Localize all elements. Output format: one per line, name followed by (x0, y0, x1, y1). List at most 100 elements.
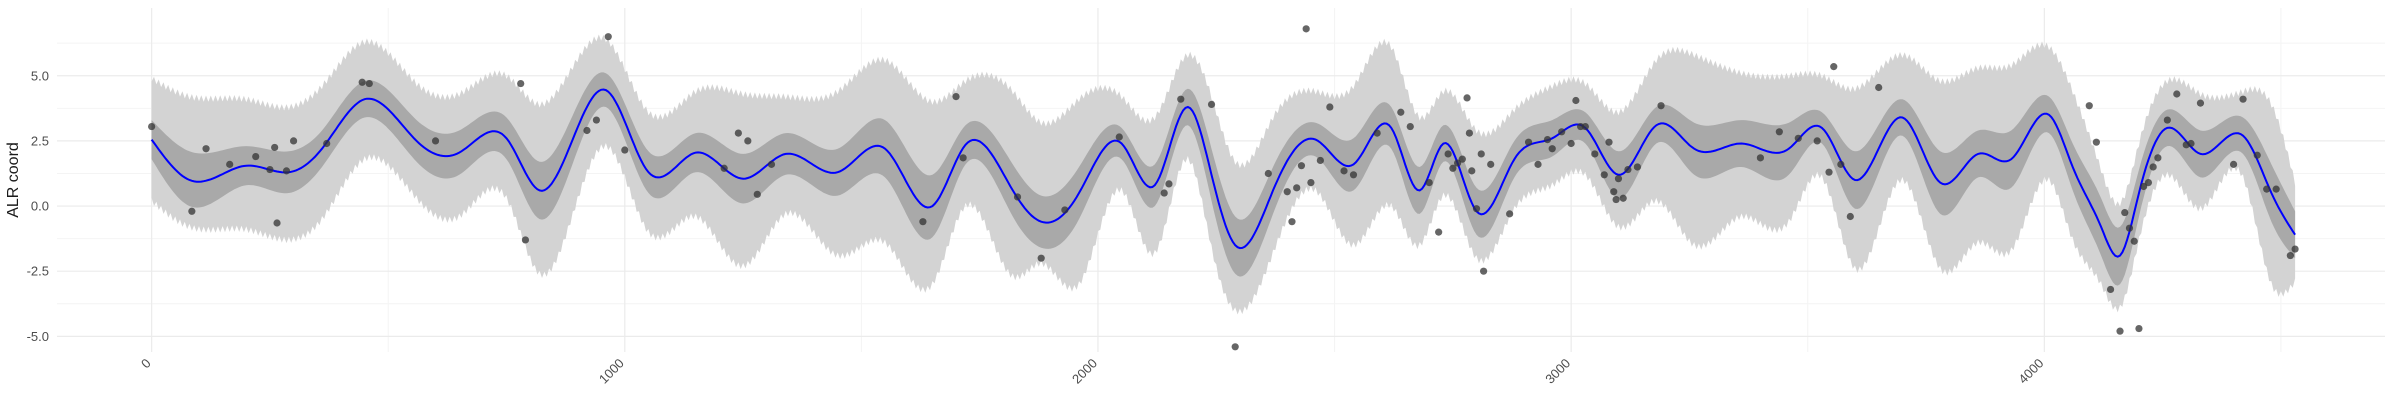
data-point (1115, 133, 1123, 141)
data-point (1453, 159, 1462, 167)
y-tick-label: 2.5 (31, 133, 49, 148)
data-point (1177, 95, 1185, 103)
data-point (323, 139, 331, 148)
data-point (604, 33, 612, 41)
data-point (1825, 168, 1833, 176)
data-point (952, 93, 960, 101)
data-point (1458, 155, 1466, 163)
x-axis-ticks: 0 1000 2000 3000 4000 (138, 356, 2046, 387)
data-point (1449, 164, 1457, 172)
y-tick-label: -5.0 (27, 329, 49, 344)
data-point (1283, 188, 1291, 196)
data-point (1480, 267, 1488, 275)
data-point (1477, 150, 1485, 158)
data-point (2130, 237, 2138, 245)
data-point (2149, 163, 2157, 171)
data-point (1543, 136, 1552, 144)
data-point (2173, 90, 2181, 98)
data-point (1756, 154, 1765, 162)
data-point (1657, 102, 1665, 110)
data-point (1875, 83, 1883, 92)
data-point (959, 154, 967, 162)
data-point (2144, 179, 2153, 187)
data-point (1264, 169, 1272, 178)
data-point (744, 137, 752, 145)
data-point (2272, 185, 2280, 193)
data-point (1468, 167, 1476, 175)
x-tick-label: 1000 (596, 356, 627, 387)
data-point (358, 78, 366, 86)
data-point (1297, 162, 1306, 170)
data-point (1013, 193, 1022, 201)
data-point (1775, 128, 1783, 136)
data-point (271, 143, 279, 152)
mean-line-layer (150, 88, 2296, 258)
data-point (2286, 251, 2294, 260)
data-point (1614, 175, 1623, 183)
data-point (1567, 139, 1575, 148)
data-point (1633, 163, 1641, 171)
data-point (517, 79, 525, 88)
data-point (753, 190, 761, 198)
data-point (1837, 160, 1845, 168)
data-point (1373, 129, 1381, 137)
data-point (431, 137, 440, 145)
data-point (2239, 95, 2247, 103)
data-point (1534, 160, 1542, 168)
data-point (1610, 188, 1618, 196)
data-point (2163, 116, 2171, 124)
x-tick-label: 0 (138, 356, 154, 372)
data-point (2291, 245, 2299, 253)
data-point (2135, 324, 2143, 333)
data-point (2229, 160, 2238, 168)
data-point (1293, 184, 1301, 192)
data-point (1463, 94, 1471, 102)
data-point (289, 137, 298, 145)
data-point (1548, 145, 1556, 153)
data-point (1425, 179, 1433, 187)
data-point (919, 218, 927, 226)
data-point (621, 146, 629, 154)
data-point (521, 236, 530, 244)
data-point (583, 126, 591, 135)
data-point (1207, 100, 1216, 109)
data-point (1830, 63, 1838, 71)
data-point (2085, 102, 2093, 110)
data-point (720, 164, 728, 172)
data-point (1591, 150, 1599, 158)
data-point (282, 167, 291, 175)
data-point (2116, 327, 2124, 335)
data-point (2196, 99, 2205, 107)
data-point (1612, 195, 1620, 204)
data-point (1581, 122, 1589, 131)
data-point (1619, 194, 1627, 202)
inner-credible-band (151, 72, 2296, 286)
data-point (2187, 139, 2195, 148)
y-axis-ticks: -5.0 -2.5 0.0 2.5 5.0 (27, 68, 49, 344)
data-point (1487, 160, 1495, 168)
data-point (1558, 128, 1566, 136)
y-tick-label: -2.5 (27, 264, 49, 279)
data-point (1231, 343, 1239, 351)
data-point (1794, 134, 1802, 142)
credible-bands (151, 34, 2296, 315)
data-point (1340, 167, 1348, 175)
data-point (2121, 208, 2129, 217)
data-point (1444, 150, 1452, 158)
data-point (1605, 138, 1613, 146)
data-point (273, 219, 281, 227)
data-point (734, 129, 742, 137)
data-point (1288, 218, 1296, 226)
data-point (1600, 171, 1608, 179)
data-point (1435, 228, 1443, 236)
data-point (365, 79, 373, 88)
data-point (2125, 224, 2134, 232)
data-point (266, 165, 274, 174)
data-point (2154, 154, 2162, 162)
data-point (188, 207, 196, 215)
data-point (1465, 129, 1474, 137)
data-point (1846, 212, 1854, 221)
data-point (1406, 122, 1414, 131)
x-tick-label: 4000 (2015, 356, 2046, 387)
